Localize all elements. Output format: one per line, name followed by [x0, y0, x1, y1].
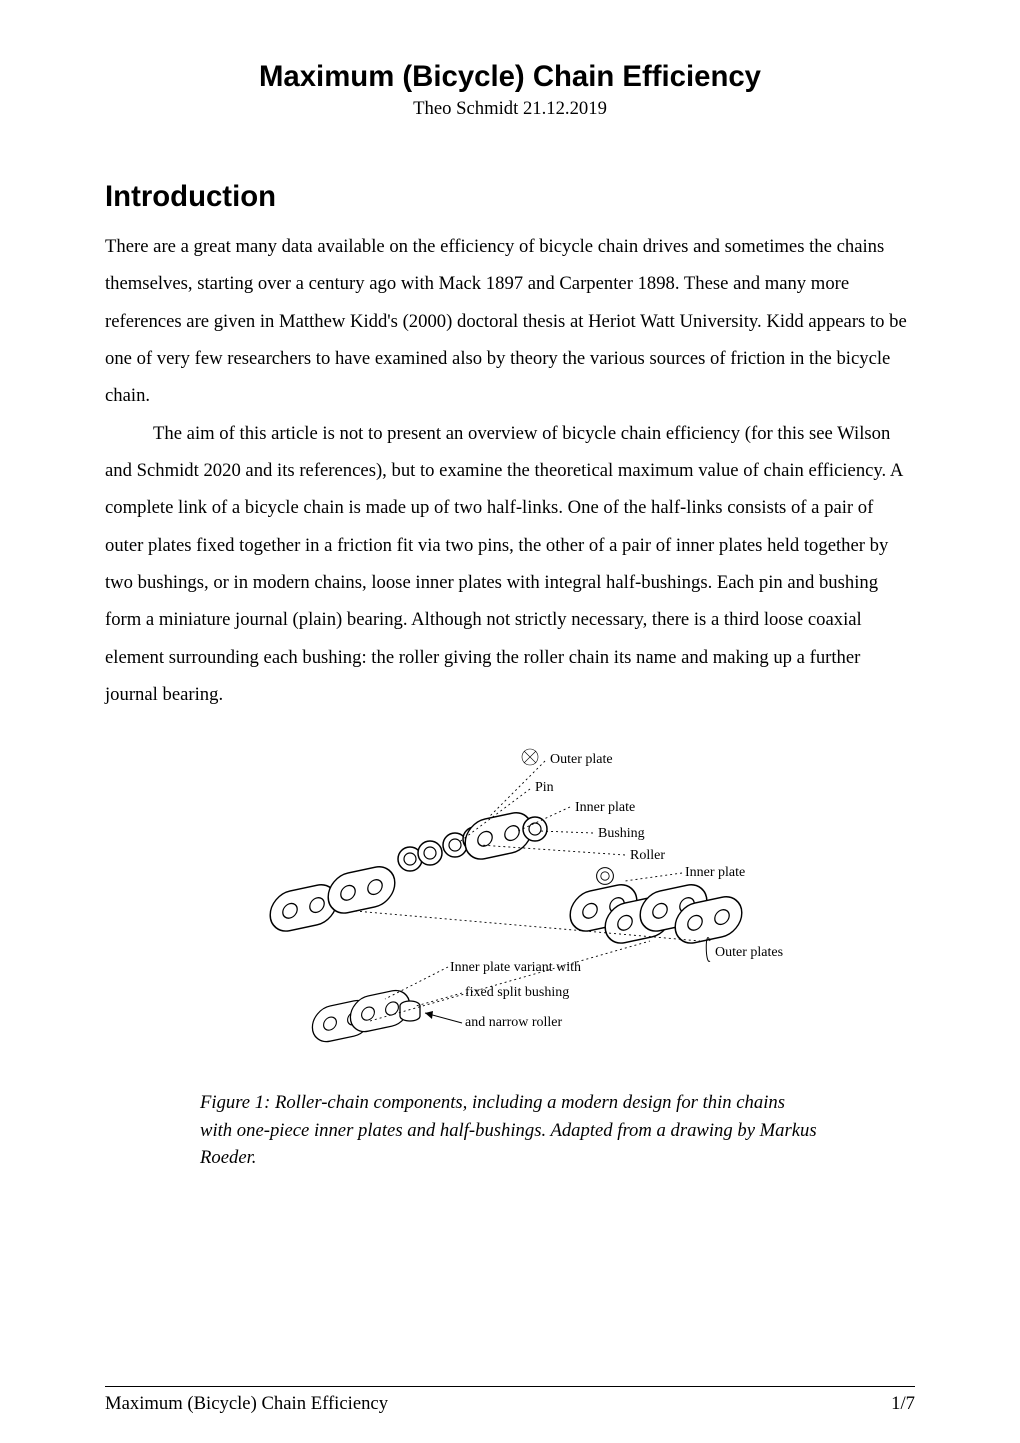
body-paragraph: There are a great many data available on… — [105, 228, 915, 415]
label-inner-plate-right: Inner plate — [685, 865, 745, 880]
label-variant-3: and narrow roller — [465, 1015, 563, 1030]
footer-title: Maximum (Bicycle) Chain Efficiency — [105, 1393, 388, 1415]
label-inner-plate-top: Inner plate — [575, 800, 635, 815]
label-bushing: Bushing — [598, 826, 645, 841]
page-title: Maximum (Bicycle) Chain Efficiency — [105, 60, 915, 94]
label-outer-plate: Outer plate — [550, 752, 613, 767]
page-footer: Maximum (Bicycle) Chain Efficiency 1/7 — [105, 1386, 915, 1415]
body-paragraph: The aim of this article is not to presen… — [105, 415, 915, 714]
label-pin: Pin — [535, 780, 554, 795]
chain-diagram-icon: Outer plate Pin Inner plate Bushing Roll… — [230, 741, 790, 1081]
author-date: Theo Schmidt 21.12.2019 — [105, 98, 915, 120]
section-heading-introduction: Introduction — [105, 180, 915, 214]
figure-1: Outer plate Pin Inner plate Bushing Roll… — [105, 741, 915, 1170]
label-outer-plates: Outer plates — [715, 945, 783, 960]
figure-caption: Figure 1: Roller-chain components, inclu… — [200, 1089, 820, 1170]
label-roller: Roller — [630, 848, 665, 863]
label-variant-2: fixed split bushing — [465, 985, 569, 1000]
page-number: 1/7 — [891, 1393, 915, 1415]
label-variant-1: Inner plate variant with — [450, 960, 581, 975]
